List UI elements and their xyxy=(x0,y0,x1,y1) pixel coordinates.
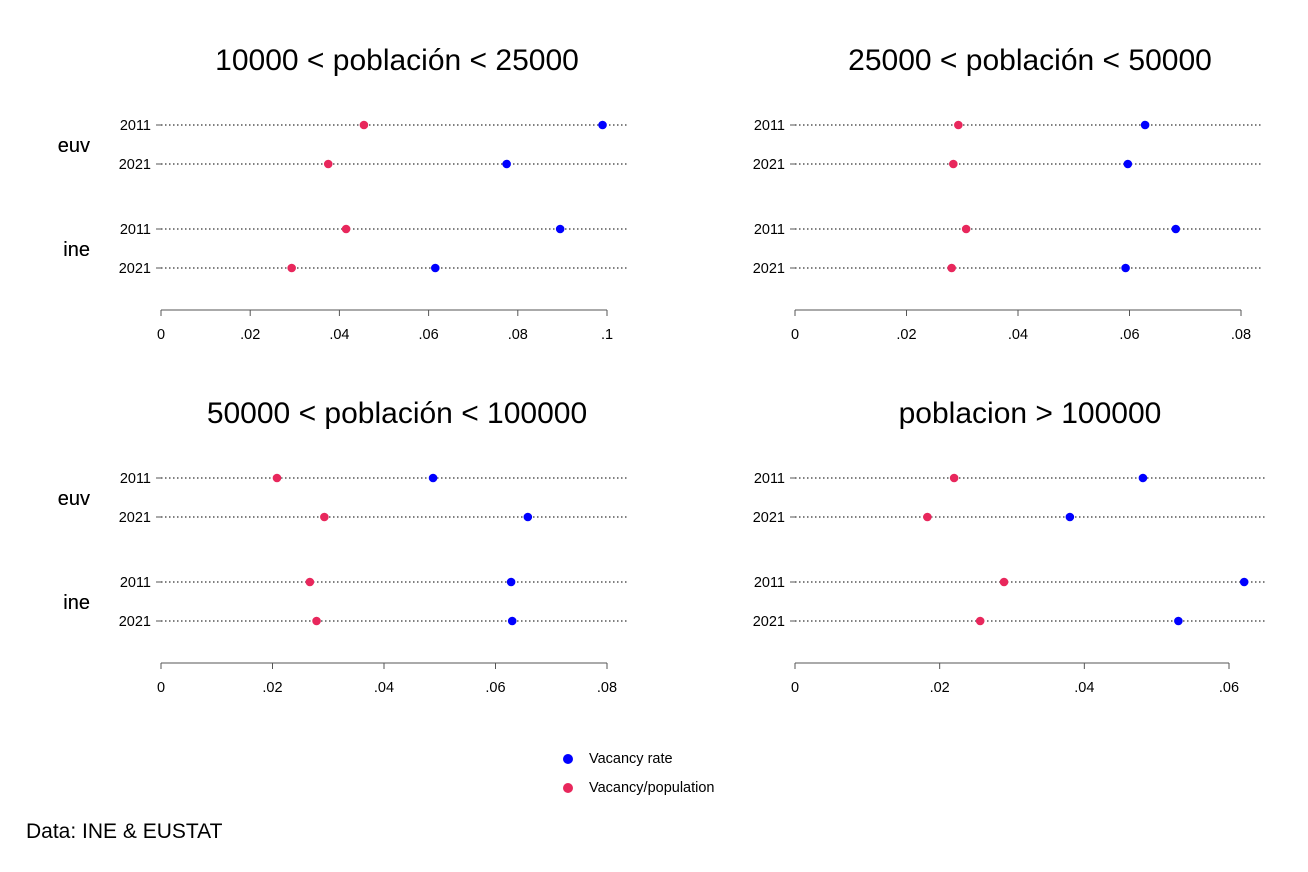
legend-marker-vacancy-rate xyxy=(563,753,573,764)
group-label-euv: euv xyxy=(58,135,90,157)
point-vacancy-population-euv-2011 xyxy=(954,120,963,130)
group-label-ine: ine xyxy=(63,592,90,614)
row-label-euv-2021: 2021 xyxy=(753,510,785,526)
group-label-euv: euv xyxy=(58,488,90,510)
point-vacancy-rate-euv-2011 xyxy=(1138,473,1148,483)
point-vacancy-rate-ine-2021 xyxy=(1174,616,1183,626)
point-vacancy-population-euv-2011 xyxy=(272,473,282,483)
point-vacancy-population-euv-2021 xyxy=(923,512,932,522)
point-vacancy-rate-euv-2011 xyxy=(598,120,607,130)
x-tick-label: .08 xyxy=(508,327,528,343)
x-tick-label: 0 xyxy=(791,327,799,343)
x-tick-label: .1 xyxy=(601,327,613,343)
row-label-ine-2021: 2021 xyxy=(119,261,151,277)
x-tick-label: .06 xyxy=(485,680,505,696)
panel-3: 50000 < población < 100000 euv 2011 2021 ine… xyxy=(58,397,627,696)
point-vacancy-population-ine-2021 xyxy=(947,263,956,273)
row-label-ine-2021: 2021 xyxy=(753,614,785,630)
data-source-note: Data: INE & EUSTAT xyxy=(26,820,223,843)
row-label-ine-2011: 2011 xyxy=(754,222,785,238)
panel-title: 50000 < población < 100000 xyxy=(207,397,587,430)
legend-label-vacancy-rate: Vacancy rate xyxy=(589,750,673,767)
point-vacancy-population-ine-2011 xyxy=(305,577,315,587)
point-vacancy-rate-euv-2021 xyxy=(523,512,533,522)
point-vacancy-rate-ine-2021 xyxy=(507,616,517,626)
x-tick-label: .02 xyxy=(896,327,916,343)
point-vacancy-rate-ine-2011 xyxy=(506,577,516,587)
point-vacancy-rate-ine-2021 xyxy=(1121,263,1130,273)
group-label-ine: ine xyxy=(63,239,90,261)
row-label-euv-2011: 2011 xyxy=(120,471,151,487)
group-label-ine: ine xyxy=(63,592,90,614)
point-vacancy-rate-euv-2021 xyxy=(502,159,511,169)
panel-4: poblacion > 100000 euv 2011 2021 ine 2011 2021… xyxy=(58,397,1266,696)
x-tick-label: .06 xyxy=(1219,680,1239,696)
row-label-euv-2011: 2011 xyxy=(754,118,785,134)
group-label-ine: ine xyxy=(63,239,90,261)
point-vacancy-population-ine-2011 xyxy=(341,224,351,234)
legend: Vacancy rate Vacancy/population xyxy=(563,744,823,802)
row-label-ine-2011: 2011 xyxy=(754,575,785,591)
point-vacancy-rate-ine-2011 xyxy=(1171,224,1181,234)
point-vacancy-rate-ine-2011 xyxy=(1239,577,1249,587)
x-tick-label: .04 xyxy=(1008,327,1028,343)
panel-2: 25000 < población < 50000 euv 2011 2021 ine 2… xyxy=(58,44,1261,343)
legend-label-vacancy-population: Vacancy/population xyxy=(589,779,715,796)
group-label-euv: euv xyxy=(58,135,90,157)
point-vacancy-population-euv-2011 xyxy=(949,473,959,483)
row-label-ine-2021: 2021 xyxy=(119,614,151,630)
panel-title: 10000 < población < 25000 xyxy=(215,44,579,77)
panel-title: poblacion > 100000 xyxy=(899,397,1162,430)
row-label-ine-2021: 2021 xyxy=(753,261,785,277)
point-vacancy-rate-euv-2011 xyxy=(1140,120,1150,130)
point-vacancy-population-ine-2021 xyxy=(287,263,296,273)
point-vacancy-rate-euv-2021 xyxy=(1123,159,1133,169)
point-vacancy-rate-ine-2021 xyxy=(430,263,440,273)
row-label-euv-2011: 2011 xyxy=(754,471,785,487)
row-label-ine-2011: 2011 xyxy=(120,575,151,591)
point-vacancy-rate-euv-2021 xyxy=(1065,512,1075,522)
x-tick-label: .04 xyxy=(374,680,394,696)
x-tick-label: 0 xyxy=(157,327,165,343)
group-label-euv: euv xyxy=(58,488,90,510)
point-vacancy-rate-euv-2011 xyxy=(428,473,438,483)
x-tick-label: .04 xyxy=(329,327,349,343)
row-label-euv-2021: 2021 xyxy=(119,157,151,173)
point-vacancy-population-euv-2021 xyxy=(320,512,329,522)
point-vacancy-population-ine-2021 xyxy=(312,616,321,626)
row-label-euv-2021: 2021 xyxy=(753,157,785,173)
x-tick-label: 0 xyxy=(157,680,165,696)
x-tick-label: .06 xyxy=(1119,327,1139,343)
legend-marker-vacancy-population xyxy=(563,782,573,793)
point-vacancy-population-ine-2021 xyxy=(975,616,985,626)
x-tick-label: .04 xyxy=(1074,680,1094,696)
legend-item-vacancy-rate: Vacancy rate xyxy=(563,744,823,773)
x-tick-label: .02 xyxy=(262,680,282,696)
x-tick-label: .02 xyxy=(240,327,260,343)
x-tick-label: .08 xyxy=(1231,327,1251,343)
x-tick-label: 0 xyxy=(791,680,799,696)
row-label-euv-2011: 2011 xyxy=(120,118,151,134)
point-vacancy-population-euv-2011 xyxy=(359,120,369,130)
legend-item-vacancy-population: Vacancy/population xyxy=(563,773,823,802)
x-tick-label: .02 xyxy=(930,680,950,696)
point-vacancy-population-ine-2011 xyxy=(961,224,971,234)
row-label-ine-2011: 2011 xyxy=(120,222,151,238)
point-vacancy-population-euv-2021 xyxy=(949,159,958,169)
panel-1: 10000 < población < 25000 euv 2011 2021 ine 2… xyxy=(58,44,627,343)
row-label-euv-2021: 2021 xyxy=(119,510,151,526)
point-vacancy-population-euv-2021 xyxy=(323,159,333,169)
point-vacancy-population-ine-2011 xyxy=(999,577,1009,587)
point-vacancy-rate-ine-2011 xyxy=(555,224,565,234)
x-tick-label: .06 xyxy=(419,327,439,343)
x-tick-label: .08 xyxy=(597,680,617,696)
panel-title: 25000 < población < 50000 xyxy=(848,44,1212,77)
